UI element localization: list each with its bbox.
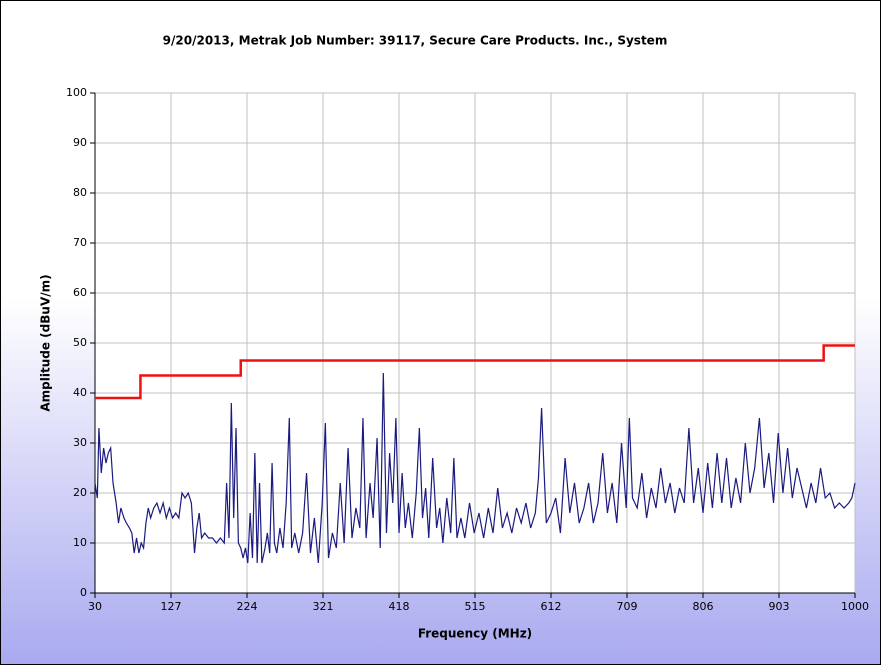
- y-tick-label: 10: [73, 536, 87, 549]
- y-tick-label: 70: [73, 236, 87, 249]
- x-tick-label: 1000: [841, 600, 869, 613]
- x-tick-label: 515: [465, 600, 486, 613]
- x-tick-label: 709: [617, 600, 638, 613]
- x-tick-label: 224: [237, 600, 258, 613]
- x-tick-label: 30: [88, 600, 102, 613]
- y-tick-label: 50: [73, 336, 87, 349]
- y-axis-label: Amplitude (dBuV/m): [39, 274, 53, 411]
- x-tick-label: 806: [693, 600, 714, 613]
- x-tick-label: 612: [541, 600, 562, 613]
- y-tick-label: 100: [66, 86, 87, 99]
- x-axis-label: Frequency (MHz): [418, 627, 532, 641]
- x-tick-label: 321: [313, 600, 334, 613]
- y-tick-label: 20: [73, 486, 87, 499]
- x-tick-label: 903: [769, 600, 790, 613]
- chart-title: 9/20/2013, Metrak Job Number: 39117, Sec…: [163, 34, 668, 48]
- data-line: [95, 344, 855, 400]
- data-line: [94, 372, 856, 564]
- y-tick-label: 40: [73, 386, 87, 399]
- x-tick-label: 418: [389, 600, 410, 613]
- y-tick-label: 90: [73, 136, 87, 149]
- y-tick-label: 80: [73, 186, 87, 199]
- x-tick-label: 127: [161, 600, 182, 613]
- y-tick-label: 30: [73, 436, 87, 449]
- y-tick-label: 0: [80, 586, 87, 599]
- y-tick-label: 60: [73, 286, 87, 299]
